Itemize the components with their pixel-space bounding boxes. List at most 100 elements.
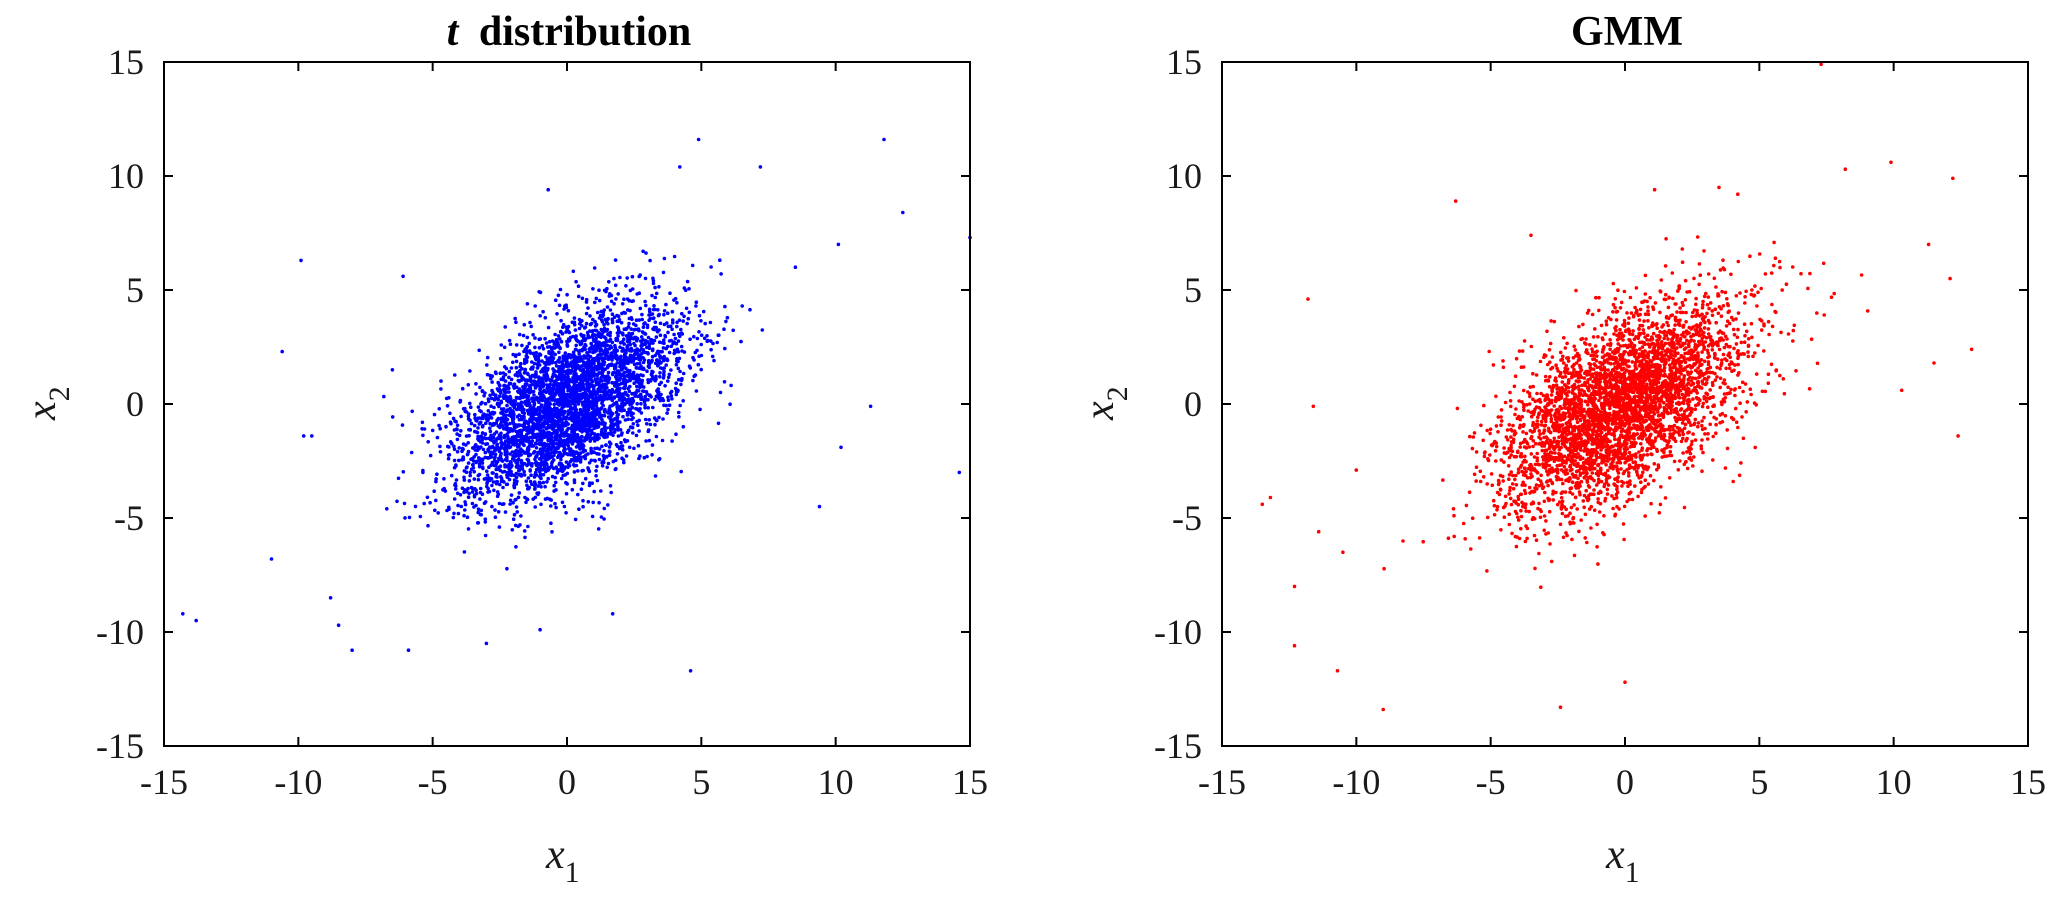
scatter-point	[484, 442, 488, 447]
scatter-point	[589, 436, 594, 441]
scatter-point	[533, 505, 537, 509]
scatter-point	[649, 338, 654, 342]
scatter-point	[480, 492, 485, 497]
scatter-point	[685, 279, 690, 284]
scatter-point	[584, 437, 589, 442]
scatter-point	[609, 414, 613, 418]
scatter-point	[1599, 323, 1604, 328]
scatter-point	[633, 391, 637, 395]
scatter-point	[666, 398, 671, 403]
scatter-point	[498, 422, 503, 427]
scatter-point	[648, 258, 652, 263]
scatter-point	[528, 435, 532, 440]
scatter-point	[662, 354, 666, 359]
scatter-point	[590, 514, 595, 519]
scatter-point	[487, 450, 491, 454]
scatter-point	[1611, 281, 1616, 286]
scatter-point	[544, 355, 548, 359]
scatter-point	[618, 330, 622, 335]
scatter-point	[474, 452, 478, 457]
scatter-point	[1736, 311, 1741, 315]
scatter-point	[594, 474, 598, 478]
scatter-point	[591, 369, 596, 374]
scatter-point	[522, 349, 526, 354]
scatter-point	[666, 379, 670, 383]
scatter-point	[551, 423, 555, 428]
scatter-point	[631, 337, 636, 341]
scatter-point	[455, 423, 460, 428]
scatter-point	[546, 405, 551, 409]
scatter-point	[636, 443, 641, 448]
scatter-point	[493, 446, 497, 451]
scatter-point	[510, 463, 514, 468]
scatter-point	[490, 471, 495, 475]
scatter-point	[678, 403, 682, 408]
scatter-point	[524, 378, 528, 382]
scatter-point	[513, 482, 518, 486]
scatter-point	[508, 502, 512, 506]
scatter-point	[579, 438, 584, 443]
scatter-point	[705, 334, 709, 338]
scatter-point	[474, 392, 478, 396]
scatter-point	[1718, 385, 1722, 390]
scatter-point	[501, 377, 506, 382]
scatter-point	[612, 276, 616, 281]
scatter-point	[558, 371, 562, 376]
scatter-point	[638, 454, 642, 458]
scatter-point	[607, 393, 611, 398]
scatter-point	[555, 430, 559, 435]
scatter-point	[597, 414, 602, 419]
scatter-point	[629, 410, 633, 415]
scatter-point	[556, 420, 560, 425]
scatter-point-outlier	[696, 137, 701, 142]
scatter-point	[650, 312, 655, 316]
scatter-point	[486, 418, 490, 423]
scatter-point	[531, 435, 536, 439]
scatter-point	[550, 455, 554, 459]
scatter-point	[602, 384, 607, 388]
scatter-point	[626, 343, 630, 348]
scatter-point-outlier	[817, 504, 822, 509]
scatter-point	[552, 483, 556, 488]
scatter-point	[597, 288, 601, 293]
scatter-point	[502, 383, 507, 388]
scatter-point	[570, 442, 575, 446]
scatter-point	[637, 408, 642, 413]
scatter-point	[606, 461, 611, 466]
scatter-point	[670, 309, 675, 314]
scatter-point	[538, 451, 543, 456]
scatter-point	[563, 441, 568, 446]
scatter-point	[472, 423, 477, 428]
scatter-point	[474, 382, 478, 386]
scatter-point	[516, 444, 520, 448]
scatter-point	[666, 324, 671, 329]
scatter-point	[587, 347, 592, 351]
scatter-point	[712, 358, 716, 363]
scatter-point	[569, 410, 574, 415]
scatter-point	[565, 292, 569, 297]
scatter-point	[452, 447, 457, 452]
scatter-point	[695, 348, 699, 353]
scatter-point	[478, 420, 483, 425]
scatter-point	[643, 417, 648, 422]
scatter-point	[517, 468, 521, 473]
scatter-point-outlier	[280, 349, 285, 354]
scatter-point	[631, 400, 635, 404]
scatter-point	[522, 473, 527, 477]
scatter-point	[515, 462, 519, 466]
scatter-point	[656, 387, 660, 391]
scatter-point	[606, 396, 611, 401]
scatter-point	[572, 316, 577, 320]
scatter-point-outlier	[546, 187, 550, 192]
scatter-point	[543, 484, 547, 489]
scatter-point	[498, 482, 502, 487]
scatter-point	[594, 408, 598, 412]
title-text: GMM	[1571, 9, 1683, 55]
scatter-point	[621, 332, 625, 337]
scatter-point	[602, 323, 606, 327]
scatter-point	[485, 372, 490, 377]
scatter-point	[582, 336, 586, 340]
scatter-point	[592, 384, 596, 388]
scatter-point	[739, 339, 743, 344]
scatter-point	[567, 338, 572, 343]
